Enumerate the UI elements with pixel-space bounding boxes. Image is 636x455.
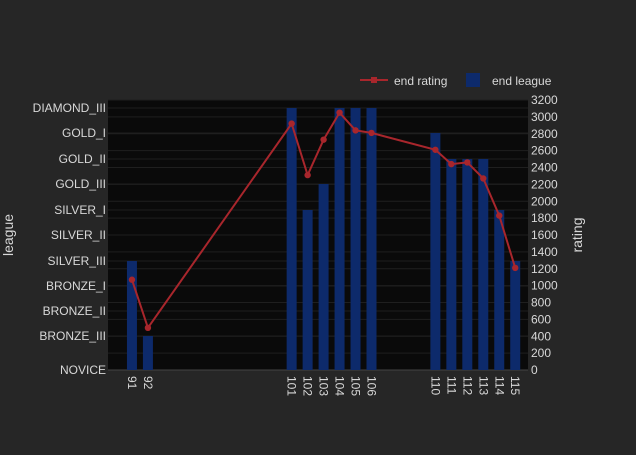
right-tick-label: 800 [531,296,551,310]
x-tick-label: 103 [317,376,331,396]
bar-101[interactable] [286,108,297,370]
x-tick-label: 110 [428,376,442,395]
legend-item-line[interactable]: end rating [360,74,447,88]
left-axis-ticks: NOVICE BRONZE_III BRONZE_II BRONZE_I SILVER_… [33,101,106,377]
legend-bar-label: end league [492,74,552,88]
left-tick-label: SILVER_III [48,254,106,268]
rating-point-101[interactable] [288,120,295,127]
rating-point-112[interactable] [464,159,471,166]
right-tick-label: 2400 [531,161,558,175]
left-tick-label: NOVICE [60,363,106,377]
x-tick-label: 113 [476,376,490,395]
right-tick-label: 1400 [531,245,558,259]
x-tick-label: 111 [444,376,458,395]
right-tick-label: 1200 [531,262,558,276]
bar-104[interactable] [334,108,345,370]
rating-point-92[interactable] [144,324,152,332]
right-axis-ticks: 0 200 400 600 800 1000 1200 1400 1600 1800 2000 220… [531,93,558,377]
rating-polyline [131,110,517,331]
right-tick-label: 200 [531,346,551,360]
bar-102[interactable] [302,210,313,370]
rating-point-114[interactable] [496,212,503,219]
bar-112[interactable] [462,159,473,370]
x-tick-label: 102 [301,376,315,396]
x-tick-label: 105 [349,376,363,396]
legend-line-label: end rating [394,74,447,88]
rating-point-104[interactable] [336,109,343,116]
x-tick-label: 91 [125,376,139,390]
left-axis-title: league [0,214,16,256]
right-tick-label: 400 [531,329,551,343]
right-axis-title: rating [569,217,585,252]
bar-106[interactable] [366,108,377,370]
legend-bar-swatch [466,73,480,87]
left-tick-label: GOLD_III [55,177,106,191]
right-tick-label: 1600 [531,228,558,242]
rating-point-91[interactable] [128,276,136,283]
bar-111[interactable] [446,159,457,370]
x-tick-label: 115 [508,376,522,395]
rating-point-113[interactable] [480,175,487,182]
right-tick-label: 600 [531,312,551,326]
right-tick-label: 3200 [531,93,558,107]
bar-114[interactable] [494,210,505,370]
right-tick-label: 2000 [531,194,558,208]
bar-115[interactable] [510,261,521,370]
right-tick-label: 1800 [531,211,558,225]
x-tick-label: 101 [285,376,299,396]
rating-point-106[interactable] [368,129,375,137]
x-tick-label: 92 [141,376,155,390]
left-tick-label: BRONZE_III [39,329,106,343]
right-tick-label: 2600 [531,144,558,158]
rating-line [128,109,519,332]
left-tick-label: DIAMOND_III [33,101,106,115]
rating-point-105[interactable] [352,127,359,134]
legend[interactable]: end rating end league [360,73,552,88]
bar-103[interactable] [318,184,329,370]
left-tick-label: GOLD_I [62,126,106,140]
x-tick-label: 104 [333,376,347,396]
left-tick-label: GOLD_II [59,152,106,166]
right-tick-label: 0 [531,363,538,377]
bar-91[interactable] [126,261,137,370]
rating-point-115[interactable] [512,264,519,272]
bars [126,108,521,370]
x-tick-label: 106 [364,376,378,396]
right-tick-label: 1000 [531,279,558,293]
right-tick-label: 2200 [531,177,558,191]
right-tick-label: 3000 [531,110,558,124]
legend-item-bar[interactable]: end league [466,73,552,88]
left-tick-label: BRONZE_II [43,304,106,318]
rating-point-111[interactable] [448,160,455,168]
left-tick-label: SILVER_I [54,203,106,217]
left-tick-label: SILVER_II [51,228,106,242]
bar-113[interactable] [478,159,489,370]
rating-point-102[interactable] [304,171,311,179]
left-tick-label: BRONZE_I [46,279,106,293]
gridlines [108,99,528,371]
bar-110[interactable] [430,133,441,370]
x-axis-ticks: 91 92 101 102 103 104 105 106 110 111 112 113 114 115 [125,376,522,396]
x-tick-label: 112 [460,376,474,395]
bar-92[interactable] [142,336,153,370]
rating-point-103[interactable] [320,136,327,143]
legend-line-marker [371,77,377,83]
x-tick-label: 114 [492,376,506,395]
bar-105[interactable] [350,108,361,370]
right-tick-label: 2800 [531,127,558,141]
rating-point-110[interactable] [432,146,439,153]
